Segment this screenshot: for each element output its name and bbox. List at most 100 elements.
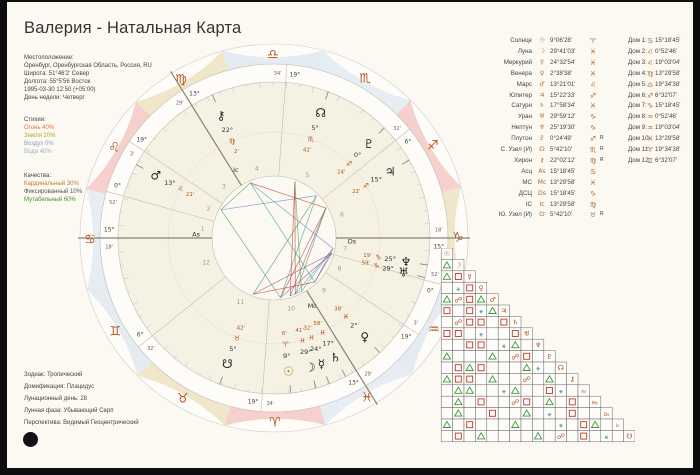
trine-aspect-icon	[465, 386, 475, 394]
planet-glyph-icon: ♇	[539, 135, 545, 143]
degree-tick	[301, 388, 303, 392]
planet-name: Марс	[516, 80, 532, 88]
house-label: Дом 9:	[628, 124, 647, 132]
planet-sign-icon: ♑	[589, 189, 597, 198]
planet-position-tick	[325, 91, 329, 100]
house-number: 6	[340, 212, 344, 219]
trine-aspect-icon	[590, 420, 600, 428]
aspect-grid-cell	[452, 361, 465, 374]
aspect-grid-cell	[486, 418, 499, 431]
square-aspect-icon	[568, 409, 576, 417]
aspect-grid-cell	[486, 407, 499, 420]
planet-position: 29°59'12'	[550, 113, 576, 121]
planet-position: 25°19'30'	[550, 124, 576, 132]
aspect-grid: ☉ ☽ ☿ ♀ ♂ ♃ ♄ ♅ ♆ ♇ ☊ ⚷ As Mc Ds Ic ☋ ⚹ ☍ ⚹ ☍ ⚹ ⚹ ☍ ⚹ ☍ ⚹ ⚹ ☍ ⚹ ⚹ ☍ ⚹	[440, 248, 635, 443]
square-aspect-icon	[477, 364, 485, 372]
aspect-grid-cell	[497, 350, 510, 363]
aspect-grid-label: ♄	[512, 319, 518, 327]
planet-name: Плутон	[511, 135, 532, 143]
trine-aspect-icon	[442, 352, 452, 360]
aspect-grid-cell	[600, 418, 613, 431]
degree-tick	[349, 102, 352, 106]
sextile-aspect-icon: ⚹	[502, 342, 507, 350]
house-position: 13°29'58'	[655, 69, 681, 77]
planet-sign-icon: ♓	[589, 178, 597, 187]
square-aspect-icon	[454, 364, 462, 372]
aspect-line	[294, 207, 327, 295]
planet-sign-icon: ♋	[589, 167, 597, 176]
angle-label: Ds	[348, 237, 357, 245]
degree-tick	[139, 314, 143, 317]
square-aspect-icon	[443, 330, 451, 337]
aspect-grid-label: Mc	[592, 400, 599, 406]
trine-aspect-icon	[533, 431, 543, 440]
aspect-grid-label: ♀	[479, 284, 484, 292]
house-label: Дом 11:	[628, 146, 650, 153]
planet-sign-icon: ♍	[589, 156, 597, 165]
house-label: Дом 10:	[628, 135, 651, 143]
degree-tick	[120, 265, 124, 267]
house-cusp-line	[260, 299, 270, 412]
house-position: 19°34'38'	[655, 80, 681, 88]
record-button[interactable]	[23, 432, 38, 447]
planet-glyph-icon: ♃	[539, 91, 545, 99]
zodiac-band-segment	[86, 101, 151, 194]
trine-aspect-icon	[476, 295, 486, 303]
cusp-degree-label: 15°	[433, 244, 444, 251]
planet-glyph: ♀	[360, 330, 369, 344]
aspect-grid-cell	[554, 373, 567, 386]
house-row: Дом 6: ♐ 6°32'07'	[628, 92, 690, 103]
planet-position: 15°18'45'	[550, 189, 576, 197]
aspect-line	[289, 181, 296, 296]
aspect-grid-cell	[475, 338, 488, 351]
house-row: Дом 5: ♎ 19°34'38'	[628, 81, 690, 92]
page-title: Валерия - Натальная Карта	[24, 19, 242, 37]
square-aspect-icon	[489, 409, 496, 417]
planet-position-tick	[289, 385, 292, 394]
planet-position: 0°24'49'	[550, 135, 573, 143]
planet-glyph: ☊	[315, 106, 326, 120]
trine-aspect-icon	[476, 431, 486, 440]
zodiac-band-segment	[86, 283, 152, 376]
planet-glyph-icon: Ic	[539, 200, 545, 208]
aspect-grid-cell	[486, 327, 499, 340]
planet-row: МС Mc 13°29'58' ♓	[496, 179, 621, 190]
opposition-aspect-icon: ☍	[511, 352, 519, 361]
planet-row: Солнце ☉ 9°06'28' ♈	[496, 37, 621, 48]
aspect-grid-cell	[452, 304, 465, 317]
house-cusp-line	[138, 276, 226, 348]
planet-position-tick	[378, 127, 385, 134]
trine-aspect-icon	[510, 420, 520, 428]
planet-name: Сатурн	[511, 102, 532, 110]
aspect-grid-label: ☿	[468, 273, 472, 281]
house-row: Дом 11: ♈ 19°34'38'	[628, 146, 690, 157]
location-label: Местоположение:	[24, 55, 74, 61]
planet-position-tick	[419, 263, 428, 266]
aspect-grid-cell	[440, 338, 453, 351]
aspect-grid-cell	[463, 430, 476, 443]
planet-position: 29°41'03'	[550, 47, 576, 55]
aspect-grid-cell	[611, 430, 624, 443]
square-aspect-icon	[466, 284, 474, 292]
zodiac-band-segment	[319, 360, 412, 426]
aspect-grid-cell	[497, 418, 510, 431]
opposition-aspect-icon: ☍	[511, 398, 519, 407]
aspect-grid-cell	[463, 350, 476, 363]
degree-tick	[183, 110, 187, 115]
cusp-minute-label: 29'	[364, 371, 372, 377]
degree-tick	[417, 183, 421, 186]
quality-cardinal: Кардинальный 30%	[24, 181, 79, 187]
house-row: Дом 2: ♌ 0°52'46'	[628, 48, 690, 59]
house-row: Дом 1: ♋ 15°18'45'	[628, 37, 690, 48]
qualities-block: Качества: Кардинальный 30% Фиксированный…	[24, 172, 82, 204]
cusp-minute-label: 29'	[176, 101, 184, 107]
aspect-grid-cell	[486, 316, 499, 329]
house-label: Дом 4:	[628, 69, 647, 77]
degree-tick	[380, 126, 384, 131]
zodiac-band-segment	[318, 50, 411, 115]
house-cusp-line	[278, 64, 288, 177]
degree-tick	[325, 91, 327, 95]
house-system-setting: Домификация: Плацидус	[24, 384, 95, 390]
aspect-grid-cell	[440, 430, 453, 443]
planet-degree: 15°	[370, 176, 382, 184]
